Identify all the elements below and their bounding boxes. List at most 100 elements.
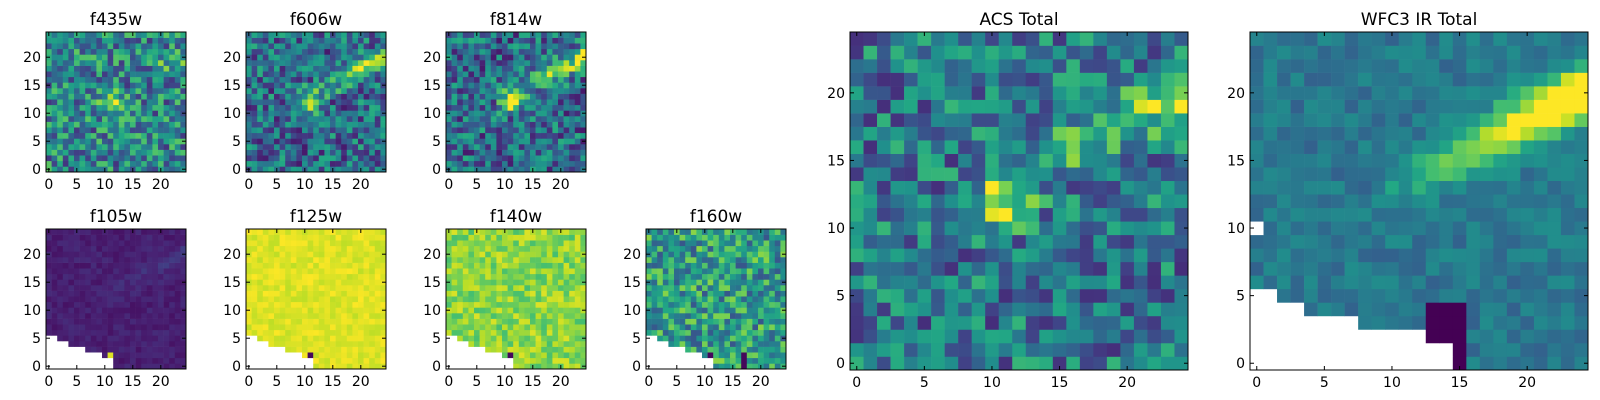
heatmap-cell (468, 132, 475, 139)
heatmap-cell (679, 296, 686, 303)
heatmap-cell (668, 240, 675, 247)
heatmap-cell (569, 43, 576, 50)
heatmap-cell (657, 341, 664, 347)
heatmap-cell (113, 166, 120, 173)
heatmap-cell (152, 43, 159, 50)
heatmap-cell (352, 127, 359, 134)
heatmap-cell (468, 296, 475, 303)
heatmap-cell (863, 180, 878, 195)
heatmap-cell (46, 155, 52, 162)
heatmap-cell (679, 240, 686, 247)
heatmap-cell (696, 307, 703, 314)
heatmap-cell (1052, 275, 1067, 290)
heatmap-cell (324, 48, 331, 55)
heatmap-cell (563, 93, 570, 100)
heatmap-cell (274, 82, 280, 89)
heatmap-cell (124, 99, 131, 106)
heatmap-cell (1039, 194, 1054, 209)
heatmap-cell (446, 318, 452, 325)
heatmap-cell (490, 82, 497, 89)
heatmap-cell (574, 329, 581, 336)
heatmap-cell (285, 318, 292, 325)
heatmap-cell (546, 32, 553, 38)
heatmap-cell (141, 352, 148, 359)
heatmap-cell (346, 335, 353, 342)
heatmap-cell (758, 301, 764, 308)
heatmap-cell (535, 99, 542, 106)
heatmap-cell (307, 251, 314, 258)
heatmap-cell (468, 262, 475, 269)
heatmap-cell (335, 48, 342, 55)
heatmap-cell (479, 88, 486, 94)
heatmap-cell (758, 357, 764, 364)
heatmap-cell (518, 329, 525, 336)
heatmap-cell (1025, 275, 1040, 290)
heatmap-cell (68, 307, 75, 314)
heatmap-cell (285, 32, 292, 38)
heatmap-cell (1039, 180, 1054, 195)
heatmap-cell (251, 290, 258, 297)
y-tick-label: 5 (232, 134, 241, 150)
heatmap-cell (307, 313, 314, 319)
heatmap-cell (769, 341, 776, 347)
heatmap-cell (674, 318, 680, 325)
heatmap-cell (446, 301, 452, 308)
heatmap-cell (1106, 302, 1121, 317)
heatmap-cell (546, 357, 553, 364)
heatmap-cell (502, 262, 508, 269)
heatmap-cell (758, 335, 764, 342)
heatmap-cell (507, 313, 514, 319)
heatmap-cell (152, 335, 159, 342)
heatmap-cell (685, 285, 692, 291)
heatmap-cell (580, 48, 587, 55)
heatmap-cell (380, 240, 387, 247)
heatmap-cell (174, 144, 181, 150)
heatmap-cell (535, 335, 542, 342)
heatmap-cell (346, 93, 353, 100)
heatmap-cell (971, 167, 986, 182)
heatmap-cell (302, 251, 308, 258)
heatmap-cell (580, 104, 587, 111)
heatmap-cell (274, 346, 280, 353)
heatmap-cell (668, 285, 675, 291)
heatmap-cell (90, 357, 97, 364)
heatmap-cell (346, 290, 353, 297)
heatmap-cell (152, 82, 159, 89)
heatmap-cell (446, 88, 452, 94)
heatmap-cell (302, 160, 308, 167)
heatmap-cell (85, 335, 92, 342)
heatmap-cell (774, 245, 781, 252)
heatmap-cell (85, 318, 92, 325)
heatmap-cell (541, 104, 548, 111)
heatmap-cell (502, 76, 508, 83)
heatmap-cell (79, 166, 86, 173)
heatmap-cell (546, 329, 553, 336)
heatmap-cell (462, 290, 469, 297)
heatmap-cell (518, 54, 525, 61)
heatmap-cell (696, 290, 703, 297)
heatmap-cell (57, 65, 64, 72)
heatmap-cell (468, 324, 475, 331)
heatmap-cell (496, 251, 503, 258)
heatmap-cell (246, 160, 252, 167)
heatmap-cell (552, 48, 559, 55)
heatmap-cell (163, 273, 170, 280)
heatmap-cell (944, 207, 959, 222)
heatmap-cell (657, 229, 664, 235)
heatmap-cell (502, 160, 508, 167)
heatmap-cell (274, 155, 280, 162)
heatmap-cell (257, 285, 264, 291)
heatmap-cell (541, 144, 548, 150)
heatmap-cell (780, 240, 787, 247)
heatmap-cell (257, 273, 264, 280)
heatmap-cell (102, 352, 108, 359)
heatmap-cell (313, 335, 320, 342)
heatmap-cell (569, 307, 576, 314)
heatmap-cell (374, 268, 381, 275)
x-tick-label: 20 (152, 374, 170, 390)
heatmap-cell (257, 262, 264, 269)
heatmap-cell (124, 116, 131, 122)
heatmap-cell (46, 132, 52, 139)
heatmap-cell (518, 234, 525, 241)
heatmap-cell (763, 324, 770, 331)
